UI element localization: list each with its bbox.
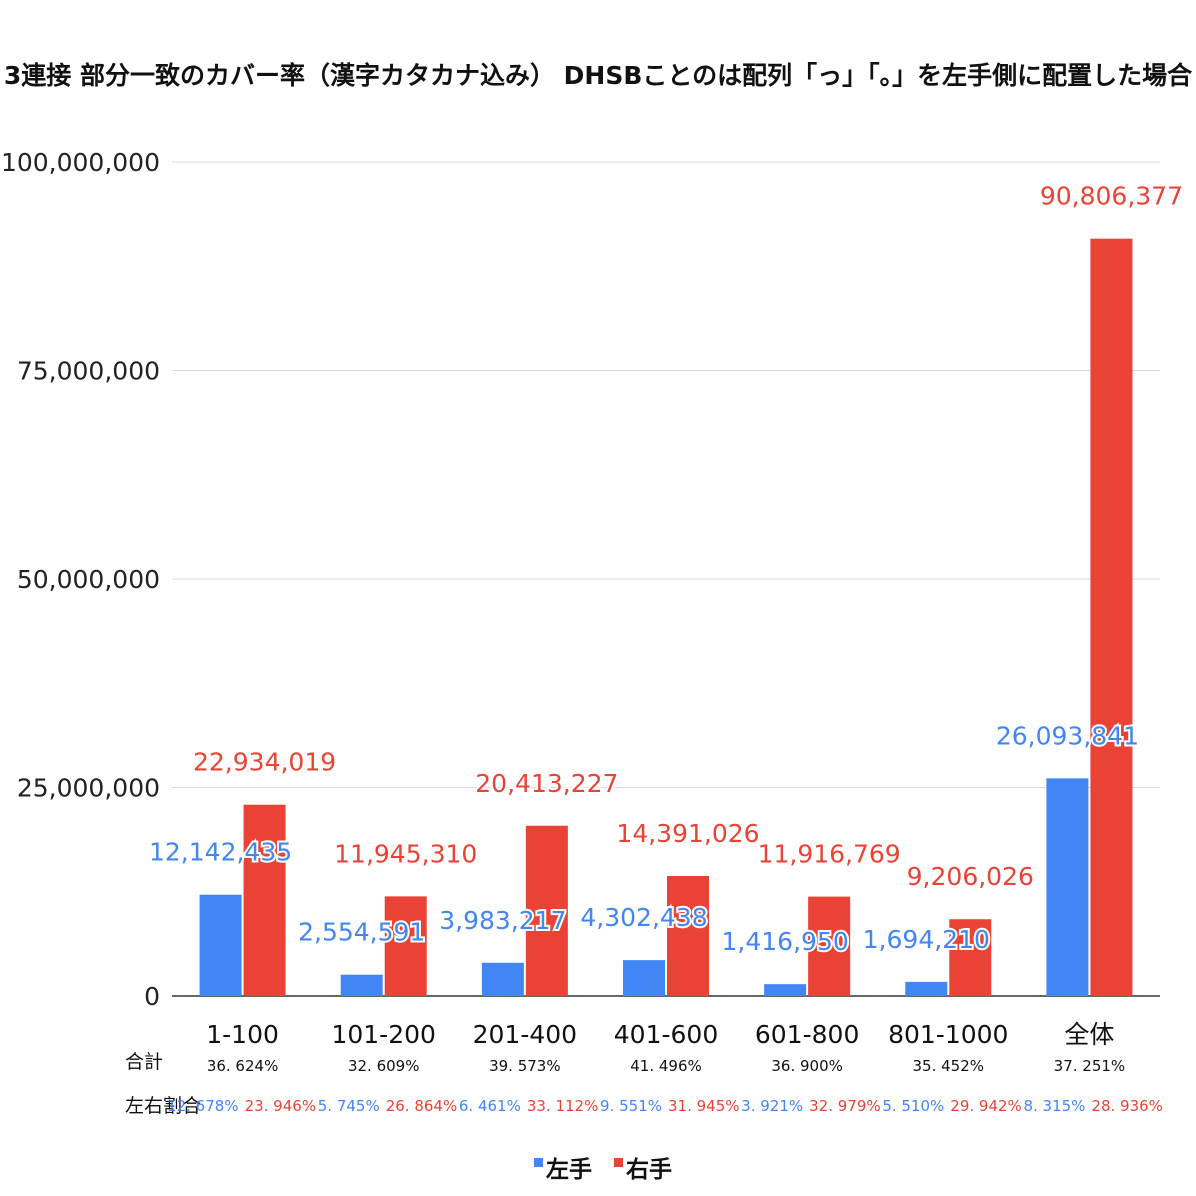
left-ratio-percent: 8. 315% [1023, 1097, 1085, 1115]
x-tick-label: 201-400 [473, 1020, 577, 1049]
left-hand-bar [199, 894, 242, 996]
total-percent: 32. 609% [348, 1057, 420, 1075]
right-hand-value-label: 22,934,019 [193, 748, 336, 777]
x-tick-label: 101-200 [331, 1020, 435, 1049]
left-hand-value-label: 4,302,438 [580, 903, 707, 932]
legend-swatch-left [534, 1158, 543, 1167]
total-percent: 39. 573% [489, 1057, 561, 1075]
total-percent: 36. 900% [771, 1057, 843, 1075]
right-hand-bar [384, 896, 427, 996]
legend-swatch-right [614, 1158, 623, 1167]
left-ratio-percent: 9. 551% [600, 1097, 662, 1115]
x-tick-label: 401-600 [614, 1020, 718, 1049]
left-hand-bar [764, 984, 807, 996]
bars [199, 238, 1133, 997]
right-ratio-percent: 32. 979% [809, 1097, 881, 1115]
ratio-table: 合計 左右割合 36. 624% 12. 678% 23. 946% 32. 609%… [125, 1051, 1163, 1117]
right-ratio-percent: 28. 936% [1091, 1097, 1163, 1115]
left-ratio-percent: 5. 510% [882, 1097, 944, 1115]
x-axis-ticks: 1-100 101-200 201-400 401-600 601-800 801-100… [206, 1020, 1114, 1049]
left-hand-value-label: 12,142,435 [149, 838, 292, 867]
right-hand-value-label: 11,916,769 [758, 840, 901, 869]
left-hand-bar [623, 960, 665, 996]
left-hand-value-label: 3,983,217 [439, 906, 566, 935]
x-tick-label: 801-1000 [888, 1020, 1008, 1049]
right-ratio-percent: 29. 942% [950, 1097, 1022, 1115]
chart-title: 3連接 部分一致のカバー率（漢字カタカナ込み） DHSBことのは配列「っ」「。」… [4, 61, 1193, 90]
legend-label-right: 右手 [626, 1156, 672, 1183]
y-axis-ticks: 0 25,000,000 50,000,000 75,000,000 100,000,0… [1, 148, 160, 1011]
total-percent: 41. 496% [630, 1057, 702, 1075]
right-hand-value-label: 14,391,026 [616, 819, 759, 848]
right-hand-value-label: 20,413,227 [475, 769, 618, 798]
legend-label-left: 左手 [546, 1157, 592, 1183]
left-hand-value-label: 1,416,950 [722, 927, 849, 956]
left-hand-bar [340, 974, 383, 996]
left-hand-value-label: 1,694,210 [863, 925, 990, 954]
gridlines [172, 161, 1160, 997]
value-labels: 12,142,435 22,934,019 2,554,591 11,945,310 3… [147, 180, 1185, 959]
ratio-row-label: 左右割合 [125, 1095, 201, 1117]
right-hand-bar [949, 919, 992, 996]
y-tick-label: 0 [144, 982, 160, 1011]
right-hand-bar [243, 804, 286, 996]
y-tick-label: 50,000,000 [17, 565, 160, 594]
left-hand-bar [1046, 778, 1089, 996]
left-ratio-percent: 3. 921% [741, 1097, 803, 1115]
left-ratio-percent: 6. 461% [459, 1097, 521, 1115]
total-percent: 37. 251% [1054, 1057, 1126, 1075]
y-tick-label: 100,000,000 [1, 148, 160, 177]
left-hand-bar [481, 962, 524, 996]
y-tick-label: 25,000,000 [17, 774, 160, 803]
right-hand-value-label: 9,206,026 [907, 862, 1034, 891]
right-hand-bar [1090, 238, 1133, 997]
left-hand-value-label: 2,554,591 [298, 918, 425, 947]
total-percent: 35. 452% [913, 1057, 985, 1075]
total-percent: 36. 624% [207, 1057, 279, 1075]
right-hand-value-label: 11,945,310 [334, 839, 477, 868]
right-ratio-percent: 23. 946% [245, 1097, 317, 1115]
y-tick-label: 75,000,000 [17, 357, 160, 386]
right-ratio-percent: 31. 945% [668, 1097, 740, 1115]
left-hand-value-label: 26,093,841 [996, 721, 1139, 750]
left-ratio-percent: 12. 678% [167, 1097, 239, 1115]
x-tick-label: 1-100 [206, 1020, 279, 1049]
total-row-label: 合計 [125, 1051, 163, 1073]
right-hand-value-label: 90,806,377 [1040, 182, 1183, 211]
right-ratio-percent: 26. 864% [386, 1097, 458, 1115]
right-hand-bar [808, 896, 851, 996]
left-hand-bar [905, 981, 948, 996]
x-tick-label: 全体 [1064, 1020, 1114, 1049]
left-ratio-percent: 5. 745% [318, 1097, 380, 1115]
right-hand-bar [667, 875, 709, 996]
x-tick-label: 601-800 [755, 1020, 859, 1049]
right-ratio-percent: 33. 112% [527, 1097, 599, 1115]
right-hand-bar [525, 825, 568, 996]
legend: 左手 右手 [534, 1156, 672, 1183]
